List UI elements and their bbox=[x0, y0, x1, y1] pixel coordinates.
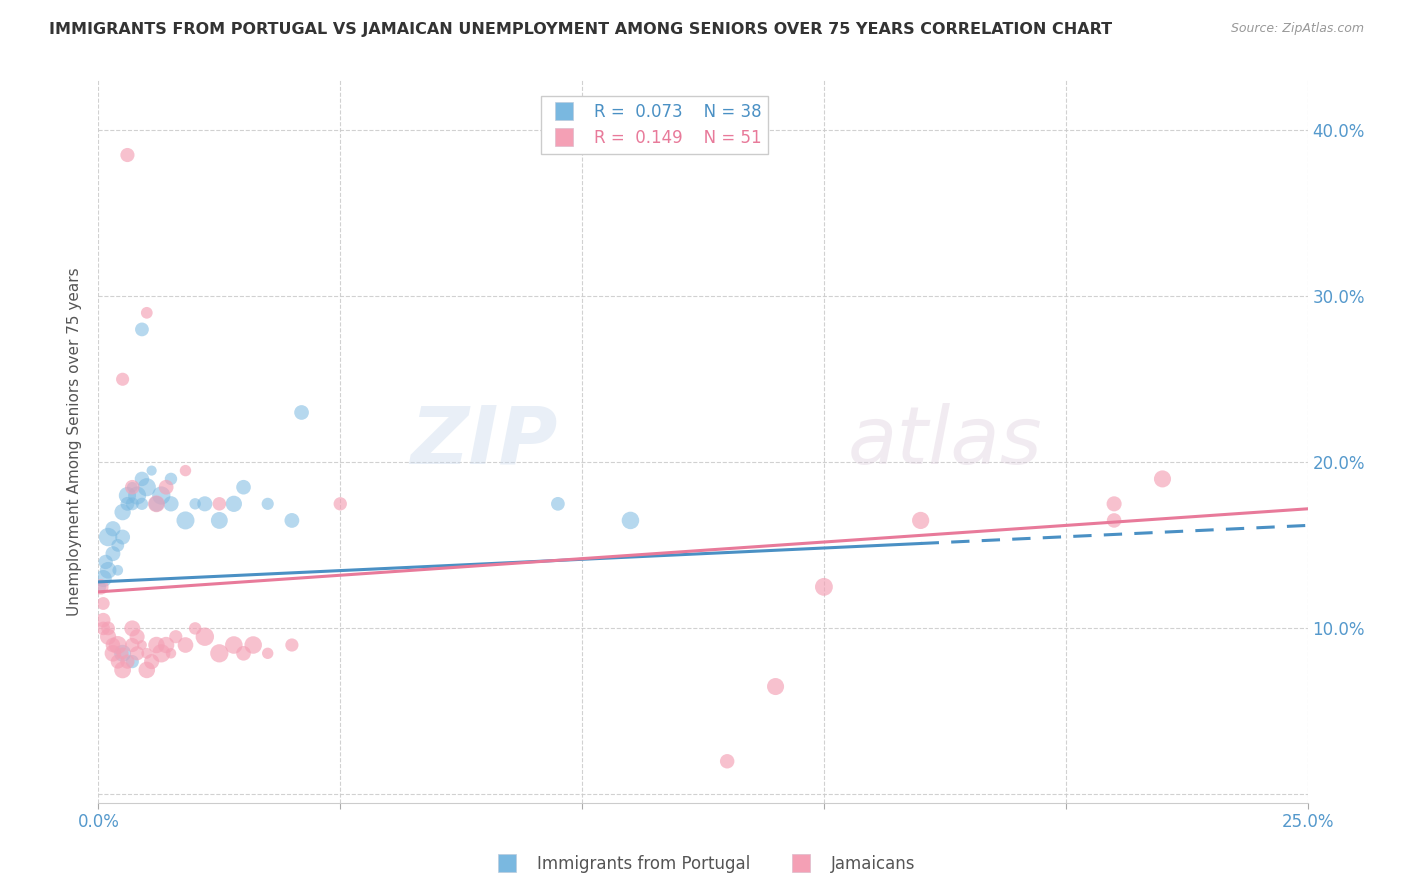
Point bbox=[127, 646, 149, 660]
Point bbox=[222, 497, 245, 511]
Point bbox=[174, 464, 197, 478]
Point bbox=[145, 497, 167, 511]
Point bbox=[117, 497, 139, 511]
Point bbox=[256, 646, 278, 660]
Point bbox=[121, 480, 143, 494]
Point bbox=[716, 754, 738, 768]
Point bbox=[111, 530, 134, 544]
Legend: R =  0.073    N = 38, R =  0.149    N = 51: R = 0.073 N = 38, R = 0.149 N = 51 bbox=[541, 95, 769, 153]
Point bbox=[765, 680, 787, 694]
Point bbox=[121, 655, 143, 669]
Point bbox=[94, 555, 117, 569]
Point bbox=[117, 148, 139, 162]
Text: Source: ZipAtlas.com: Source: ZipAtlas.com bbox=[1230, 22, 1364, 36]
Point bbox=[329, 497, 352, 511]
Point bbox=[121, 621, 143, 635]
Point bbox=[97, 530, 120, 544]
Point bbox=[90, 580, 112, 594]
Point bbox=[111, 646, 134, 660]
Point bbox=[547, 497, 569, 511]
Point bbox=[101, 638, 124, 652]
Point bbox=[619, 513, 641, 527]
Point bbox=[107, 563, 129, 577]
Point bbox=[131, 472, 153, 486]
Point bbox=[117, 489, 139, 503]
Point bbox=[1102, 497, 1125, 511]
Point bbox=[111, 663, 134, 677]
Point bbox=[121, 638, 143, 652]
Point bbox=[281, 513, 304, 527]
Point bbox=[184, 621, 207, 635]
Point bbox=[160, 472, 183, 486]
Point bbox=[174, 638, 197, 652]
Point bbox=[135, 306, 157, 320]
Point bbox=[160, 497, 183, 511]
Point bbox=[127, 630, 149, 644]
Point bbox=[232, 480, 254, 494]
Point bbox=[155, 480, 177, 494]
Point bbox=[127, 489, 149, 503]
Point bbox=[97, 621, 120, 635]
Point bbox=[1152, 472, 1174, 486]
Point bbox=[91, 613, 114, 627]
Point bbox=[290, 405, 312, 419]
Point bbox=[135, 480, 157, 494]
Text: ZIP: ZIP bbox=[411, 402, 558, 481]
Point bbox=[184, 497, 207, 511]
Point bbox=[97, 630, 120, 644]
Point bbox=[208, 513, 231, 527]
Point bbox=[107, 538, 129, 552]
Point bbox=[131, 497, 153, 511]
Point bbox=[141, 655, 163, 669]
Point bbox=[107, 638, 129, 652]
Point bbox=[208, 497, 231, 511]
Text: IMMIGRANTS FROM PORTUGAL VS JAMAICAN UNEMPLOYMENT AMONG SENIORS OVER 75 YEARS CO: IMMIGRANTS FROM PORTUGAL VS JAMAICAN UNE… bbox=[49, 22, 1112, 37]
Point bbox=[101, 522, 124, 536]
Point bbox=[194, 497, 217, 511]
Point bbox=[208, 646, 231, 660]
Point bbox=[1102, 513, 1125, 527]
Point bbox=[222, 638, 245, 652]
Point bbox=[281, 638, 304, 652]
Point bbox=[117, 655, 139, 669]
Point bbox=[111, 646, 134, 660]
Point bbox=[121, 480, 143, 494]
Point bbox=[91, 597, 114, 611]
Point bbox=[101, 547, 124, 561]
Point bbox=[232, 646, 254, 660]
Point bbox=[910, 513, 932, 527]
Point bbox=[145, 638, 167, 652]
Point bbox=[131, 322, 153, 336]
Point bbox=[111, 372, 134, 386]
Point bbox=[256, 497, 278, 511]
Point bbox=[150, 646, 173, 660]
Point bbox=[174, 513, 197, 527]
Point bbox=[813, 580, 835, 594]
Point bbox=[194, 630, 217, 644]
Point bbox=[242, 638, 264, 652]
Point bbox=[150, 489, 173, 503]
Point bbox=[97, 563, 120, 577]
Point bbox=[135, 663, 157, 677]
Point bbox=[91, 572, 114, 586]
Point bbox=[135, 646, 157, 660]
Point bbox=[141, 464, 163, 478]
Point bbox=[160, 646, 183, 660]
Point bbox=[91, 621, 114, 635]
Point bbox=[145, 497, 167, 511]
Y-axis label: Unemployment Among Seniors over 75 years: Unemployment Among Seniors over 75 years bbox=[67, 268, 83, 615]
Legend: Immigrants from Portugal, Jamaicans: Immigrants from Portugal, Jamaicans bbox=[484, 848, 922, 880]
Point bbox=[131, 638, 153, 652]
Point bbox=[101, 646, 124, 660]
Point bbox=[121, 497, 143, 511]
Text: atlas: atlas bbox=[848, 402, 1043, 481]
Point bbox=[90, 580, 112, 594]
Point bbox=[155, 638, 177, 652]
Point bbox=[165, 630, 187, 644]
Point bbox=[111, 505, 134, 519]
Point bbox=[107, 655, 129, 669]
